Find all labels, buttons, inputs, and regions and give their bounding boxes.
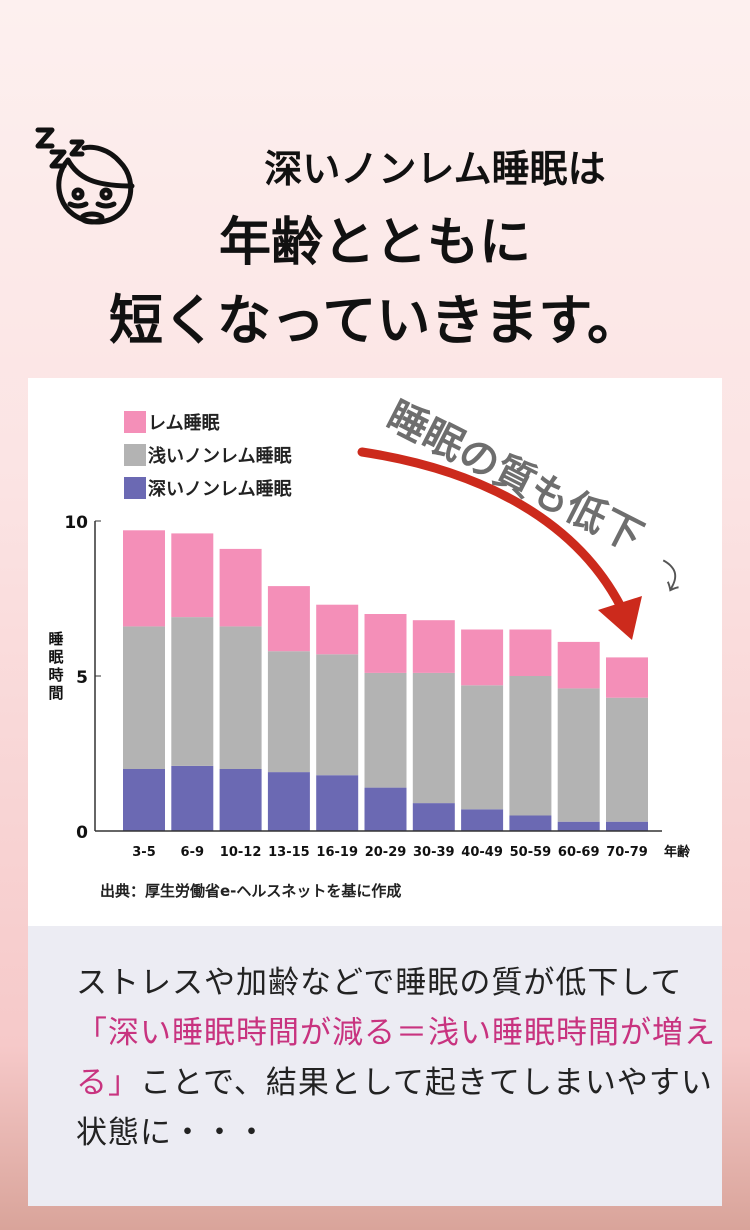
annotation-text: 睡眠の質も低下	[379, 393, 649, 561]
bar-segment	[509, 676, 552, 816]
bar-segment	[364, 672, 407, 788]
x-tick-label: 70-79	[606, 845, 648, 860]
y-axis-label: 間	[48, 684, 63, 702]
description-highlight: 「深い睡眠時間が減る＝浅い睡眠時間が増える」	[76, 1015, 716, 1101]
x-tick-label: 40-49	[461, 845, 503, 860]
description-text-end: ことで、結果として起きてしまいやすい状態に・・・	[76, 1065, 713, 1151]
bar-segment	[219, 769, 262, 831]
bar-segment	[606, 821, 648, 831]
title-line-3: 短くなっていきます。	[109, 288, 641, 352]
legend-label: 浅いノンレム睡眠	[148, 445, 292, 467]
bar-segment	[123, 626, 165, 769]
x-axis-label: 年齢	[664, 844, 691, 860]
bar-segment	[461, 809, 504, 831]
y-tick-label: 10	[64, 513, 88, 533]
y-axis-label: 睡	[48, 630, 63, 648]
source-note: 出典：厚生労働省e-ヘルスネットを基に作成	[100, 882, 401, 900]
x-tick-label: 16-19	[316, 845, 358, 860]
x-tick-label: 50-59	[510, 845, 552, 860]
description-text: ストレスや加齢などで睡眠の質が低下して	[76, 965, 683, 1001]
legend-swatch	[124, 477, 146, 499]
legend-swatch	[124, 411, 146, 433]
title-line-1: 深いノンレム睡眠は	[264, 147, 606, 191]
bar-segment	[219, 548, 262, 627]
bar-segment	[557, 688, 600, 822]
trend-arrow	[357, 447, 630, 620]
description-box: ストレスや加齢などで睡眠の質が低下して「深い睡眠時間が減る＝浅い睡眠時間が増える…	[28, 926, 722, 1206]
arrow-head	[598, 596, 642, 640]
title-line-2: 年齢とともに	[218, 212, 531, 273]
x-tick-label: 60-69	[558, 845, 600, 860]
bar-segment	[461, 629, 504, 686]
bar-segment	[412, 620, 455, 673]
x-tick-label: 10-12	[220, 845, 262, 860]
bar-segment	[171, 617, 214, 766]
bar-segment	[316, 604, 359, 655]
bar-segment	[267, 586, 310, 652]
bar-segment	[171, 533, 214, 618]
bar-segment	[412, 803, 455, 831]
bar-segment	[606, 697, 648, 822]
bar-segment	[364, 614, 407, 673]
x-tick-label: 20-29	[365, 845, 407, 860]
x-tick-label: 30-39	[413, 845, 455, 860]
bar-segment	[461, 685, 504, 810]
x-tick-label: 6-9	[181, 845, 205, 860]
bar-segment	[267, 772, 310, 831]
bar-segment	[219, 626, 262, 769]
bar-segment	[509, 815, 552, 831]
bar-segment	[123, 530, 165, 627]
y-tick-label: 5	[76, 668, 88, 688]
y-axis-label: 眠	[48, 648, 63, 666]
y-tick-label: 0	[76, 823, 88, 843]
chart-panel: 3-5 6-9 10-12 13-15 16-19 20-29 30-39 40-49 50-5…	[28, 378, 722, 926]
y-axis-label: 時	[48, 666, 63, 684]
bar-segment	[557, 821, 600, 831]
bar-segment	[123, 769, 165, 831]
bar-segment	[509, 629, 552, 676]
bar-segment	[557, 641, 600, 689]
bar-segment	[316, 775, 359, 831]
legend-label: 深いノンレム睡眠	[148, 478, 292, 500]
legend-label: レム睡眠	[148, 413, 220, 434]
bar-segment	[606, 657, 648, 698]
bar-segment	[364, 787, 407, 831]
legend-swatch	[124, 444, 146, 466]
sleeping-face-icon	[35, 127, 135, 225]
bar-segment	[171, 765, 214, 831]
annotation-arrow-icon: ⤵	[649, 557, 689, 599]
bar-segment	[316, 654, 359, 776]
x-tick-label: 13-15	[268, 845, 310, 860]
bar-segment	[412, 672, 455, 804]
bar-segment	[267, 651, 310, 773]
x-tick-label: 3-5	[132, 845, 156, 860]
sleep-chart: 3-5 6-9 10-12 13-15 16-19 20-29 30-39 40-49 50-5…	[48, 393, 691, 900]
